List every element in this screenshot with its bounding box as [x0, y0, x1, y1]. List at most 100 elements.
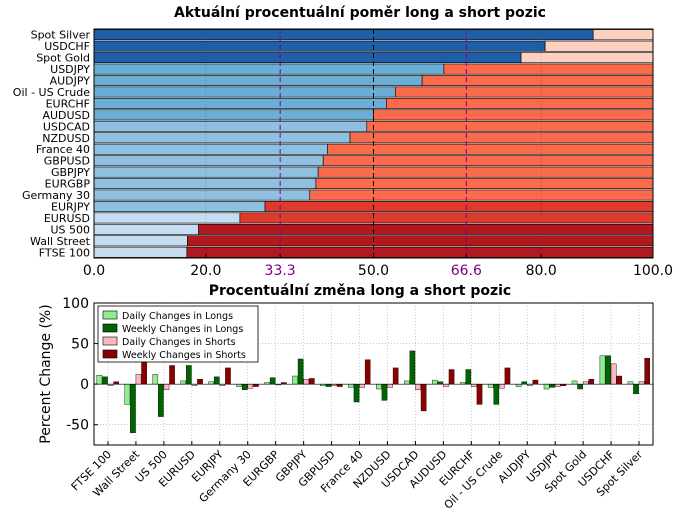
long-bar-eurjpy	[93, 201, 266, 212]
category-label-france-40: France 40	[36, 143, 90, 156]
long-bar-gbpjpy	[93, 166, 319, 178]
long-bar-audjpy	[93, 75, 423, 86]
bar-usdjpy-weekly-changes-in-longs	[549, 383, 555, 388]
category-label-eurusd: EURUSD	[44, 212, 90, 225]
category-label-audjpy: AUDJPY	[50, 75, 91, 88]
bar-eurchf-weekly-changes-in-shorts	[476, 383, 483, 405]
long-bar-eurusd	[93, 212, 241, 224]
short-bar-us-500	[198, 223, 654, 235]
bottom-chart-legend: Daily Changes in Longs Weekly Changes in …	[97, 305, 259, 363]
bar-audusd-weekly-changes-in-longs	[437, 381, 444, 385]
long-bar-usdjpy	[93, 63, 445, 75]
bar-spot-silver-weekly-changes-in-shorts	[644, 357, 651, 385]
x-tick-label: 33.3	[265, 263, 296, 279]
bar-usdcad-weekly-changes-in-shorts	[420, 383, 427, 412]
bar-usdchf-weekly-changes-in-longs	[605, 355, 611, 385]
short-bar-gbpusd	[322, 155, 654, 167]
bar-spot-silver-weekly-changes-in-longs	[633, 383, 639, 395]
long-bar-nzdusd	[93, 132, 351, 144]
category-label-spot-gold: Spot Gold	[36, 52, 90, 65]
category-label-usdcad: USDCAD	[43, 120, 90, 133]
y-tick-label: -50	[66, 418, 89, 434]
y-tick-label: 100	[62, 296, 89, 312]
y-tick-label: 50	[71, 337, 89, 353]
bar-spot-gold-daily-changes-in-shorts	[582, 381, 589, 385]
bar-usdjpy-daily-changes-in-longs	[543, 383, 550, 390]
legend-swatch-weekly-changes-in-shorts	[102, 349, 118, 359]
short-bar-ftse-100	[186, 246, 654, 258]
bar-spot-gold-weekly-changes-in-shorts	[588, 379, 595, 385]
bar-eurusd-daily-changes-in-longs	[180, 380, 187, 385]
short-bar-germany-30	[309, 189, 654, 201]
bar-wall-street-daily-changes-in-longs	[124, 383, 131, 405]
short-bar-spot-gold	[520, 52, 654, 64]
long-bar-spot-gold	[93, 52, 522, 64]
bar-gbpjpy-daily-changes-in-shorts	[303, 379, 310, 385]
category-label-usdjpy: USDJPY	[50, 63, 90, 76]
top-chart-title: Aktuální procentuální poměr long a short…	[174, 5, 546, 21]
bar-audjpy-weekly-changes-in-shorts	[532, 379, 539, 385]
long-bar-germany-30	[93, 189, 311, 201]
category-label-wall-street: Wall Street	[30, 235, 91, 248]
bar-wall-street-daily-changes-in-shorts	[135, 374, 142, 385]
bar-germany-30-daily-changes-in-shorts	[247, 383, 254, 389]
short-bar-eurchf	[386, 98, 654, 109]
long-bar-ftse-100	[93, 246, 188, 258]
bar-us-500-weekly-changes-in-shorts	[169, 365, 175, 385]
y-tick-label: 0	[80, 377, 89, 393]
category-label-germany-30: Germany 30	[22, 189, 90, 202]
long-bar-oil-us-crude	[93, 86, 396, 98]
bar-spot-gold-daily-changes-in-longs	[571, 380, 578, 385]
bar-germany-30-weekly-changes-in-shorts	[253, 383, 259, 387]
bar-eurusd-weekly-changes-in-longs	[186, 365, 192, 385]
long-bar-usdchf	[93, 40, 546, 52]
bottom-chart-frame	[93, 302, 654, 446]
long-bar-gbpusd	[93, 155, 324, 167]
long-bar-eurgbp	[93, 178, 317, 189]
top-chart-overlay	[93, 28, 654, 259]
bar-nzdusd-daily-changes-in-shorts	[387, 383, 393, 388]
bar-us-500-weekly-changes-in-longs	[158, 383, 164, 417]
category-label-oil-us-crude: Oil - US Crude	[13, 86, 90, 99]
category-label-spot-silver: Spot Silver	[31, 29, 91, 42]
short-bar-eurjpy	[264, 201, 654, 212]
bar-germany-30-weekly-changes-in-longs	[241, 383, 248, 391]
bar-ftse-100-weekly-changes-in-shorts	[113, 381, 119, 385]
bar-gbpusd-weekly-changes-in-longs	[325, 383, 332, 387]
bar-oil-us-crude-weekly-changes-in-shorts	[504, 367, 511, 385]
bar-usdcad-daily-changes-in-longs	[404, 380, 410, 385]
short-bar-gbpjpy	[317, 166, 654, 178]
long-bar-eurchf	[93, 98, 387, 109]
x-tick-label: 20.0	[190, 263, 221, 279]
bar-nzdusd-weekly-changes-in-shorts	[392, 367, 399, 385]
bar-germany-30-daily-changes-in-longs	[236, 383, 242, 387]
long-bar-usdcad	[93, 120, 368, 132]
bar-audjpy-weekly-changes-in-longs	[521, 381, 528, 385]
category-label-gbpjpy: GBPJPY	[51, 166, 90, 179]
legend-label-daily-changes-in-longs: Daily Changes in Longs	[122, 311, 233, 322]
bar-eurjpy-daily-changes-in-longs	[208, 381, 214, 385]
bottom-chart-bars	[96, 350, 651, 434]
legend-swatch-daily-changes-in-longs	[102, 310, 118, 320]
legend-label-daily-changes-in-shorts: Daily Changes in Shorts	[122, 337, 236, 348]
short-bar-audusd	[373, 109, 654, 121]
legend-label-weekly-changes-in-longs: Weekly Changes in Longs	[122, 324, 243, 335]
short-bar-eurgbp	[315, 178, 654, 189]
top-chart-x-ticks: 0.0 20.0 33.3 50.0 66.6 80.0 100.0	[83, 254, 673, 279]
bar-usdchf-daily-changes-in-longs	[599, 355, 606, 385]
bar-ftse-100-weekly-changes-in-longs	[102, 376, 108, 385]
bar-oil-us-crude-daily-changes-in-shorts	[499, 383, 505, 389]
bar-france-40-daily-changes-in-shorts	[359, 383, 365, 388]
bar-audusd-weekly-changes-in-shorts	[448, 369, 455, 385]
short-bar-wall-street	[187, 235, 654, 247]
bottom-chart-y-ticks: 100 50 0 -50	[62, 296, 98, 434]
long-bar-wall-street	[93, 235, 188, 247]
short-bar-usdchf	[544, 40, 654, 52]
bar-us-500-daily-changes-in-shorts	[163, 383, 170, 391]
bar-oil-us-crude-daily-changes-in-longs	[487, 383, 494, 388]
bar-gbpusd-weekly-changes-in-shorts	[336, 383, 343, 387]
short-bar-spot-silver	[592, 29, 654, 41]
bar-oil-us-crude-weekly-changes-in-longs	[493, 383, 500, 405]
bar-france-40-weekly-changes-in-longs	[353, 383, 360, 403]
